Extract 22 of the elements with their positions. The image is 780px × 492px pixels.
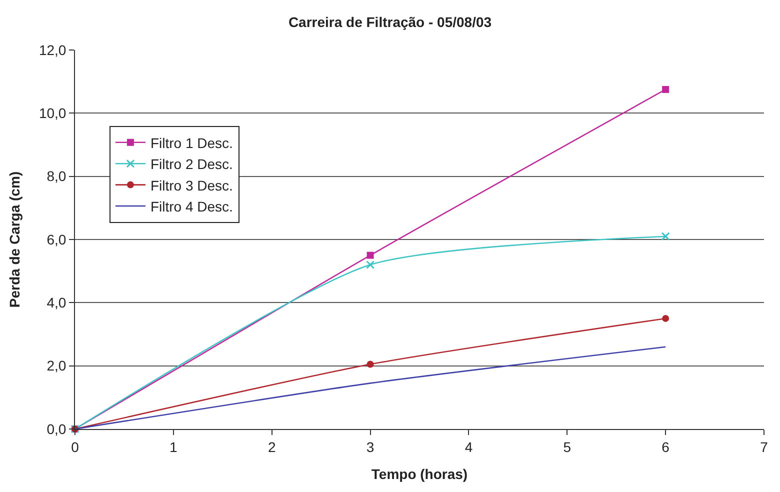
x-tick-label: 5 [563, 438, 572, 455]
x-tick-label: 6 [662, 438, 670, 455]
x-tick-label: 1 [170, 438, 178, 455]
x-tick-label: 3 [366, 438, 374, 455]
x-tick-label: 0 [71, 438, 80, 455]
x-tick-label: 4 [464, 438, 473, 455]
legend-label: Filtro 3 Desc. [150, 177, 233, 194]
legend-label: Filtro 4 Desc. [150, 198, 233, 214]
y-axis-title: Perda de Carga (cm) [6, 171, 23, 308]
chart-title: Carreira de Filtração - 05/08/03 [288, 14, 492, 30]
x-axis-title: Tempo (horas) [371, 466, 468, 482]
y-tick-label: 4,0 [46, 294, 66, 311]
x-tick-label: 2 [268, 438, 276, 455]
legend-label: Filtro 1 Desc. [150, 134, 233, 151]
y-tick-label: 6,0 [46, 231, 66, 248]
y-tick-label: 12,0 [38, 42, 66, 58]
y-tick-label: 2,0 [46, 358, 66, 374]
x-tick-label: 7 [760, 438, 768, 455]
y-tick-label: 8,0 [46, 168, 66, 184]
legend-label: Filtro 2 Desc. [150, 156, 233, 172]
y-tick-label: 0,0 [46, 420, 66, 437]
y-tick-label: 10,0 [38, 105, 66, 122]
